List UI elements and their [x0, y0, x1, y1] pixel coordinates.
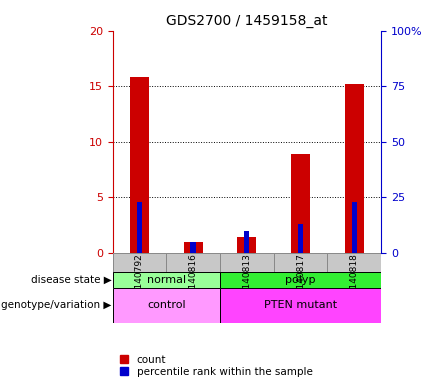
Text: polyp: polyp — [285, 275, 316, 285]
Title: GDS2700 / 1459158_at: GDS2700 / 1459158_at — [166, 14, 327, 28]
Bar — [220, 272, 381, 288]
Bar — [137, 202, 142, 253]
Text: GSM140813: GSM140813 — [242, 253, 251, 308]
Bar — [291, 154, 310, 253]
Text: normal: normal — [147, 275, 186, 285]
Text: GSM140817: GSM140817 — [296, 253, 305, 308]
Bar — [220, 253, 274, 272]
Legend: count, percentile rank within the sample: count, percentile rank within the sample — [118, 353, 314, 379]
Bar — [184, 242, 203, 253]
Bar — [274, 253, 327, 272]
Bar — [244, 230, 249, 253]
Bar — [113, 272, 220, 288]
Bar — [113, 288, 220, 323]
Bar — [345, 84, 364, 253]
Bar — [352, 202, 357, 253]
Bar — [237, 237, 256, 253]
Text: PTEN mutant: PTEN mutant — [264, 300, 337, 310]
Bar — [327, 253, 381, 272]
Text: control: control — [147, 300, 186, 310]
Text: GSM140816: GSM140816 — [189, 253, 197, 308]
Text: genotype/variation ▶: genotype/variation ▶ — [1, 300, 112, 310]
Bar — [166, 253, 220, 272]
Text: GSM140792: GSM140792 — [135, 253, 144, 308]
Bar — [191, 242, 196, 253]
Bar — [130, 77, 149, 253]
Text: GSM140818: GSM140818 — [350, 253, 359, 308]
Bar — [113, 253, 166, 272]
Bar — [220, 288, 381, 323]
Bar — [298, 224, 303, 253]
Text: disease state ▶: disease state ▶ — [31, 275, 112, 285]
